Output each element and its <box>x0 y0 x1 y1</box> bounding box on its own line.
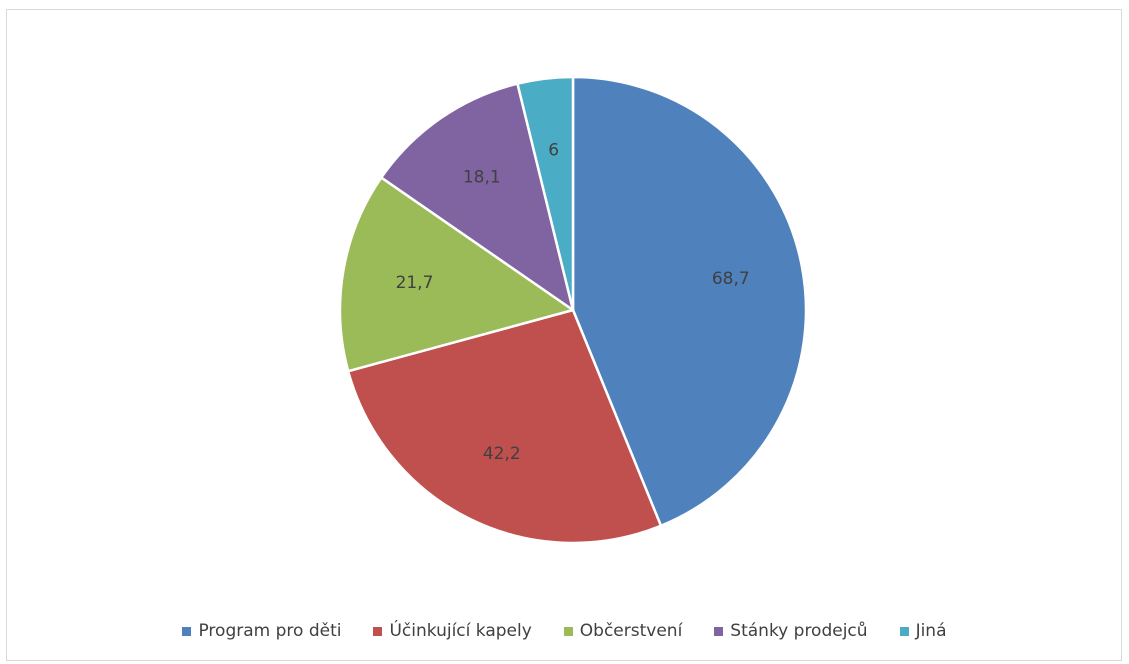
legend-label: Účinkující kapely <box>389 621 532 641</box>
legend-label: Jiná <box>915 621 947 641</box>
legend-item-program-pro-deti: Program pro děti <box>182 621 341 641</box>
legend-swatch <box>373 626 383 636</box>
data-label-stanky-prodejcu: 18,1 <box>463 168 501 188</box>
legend-item-jina: Jiná <box>899 621 947 641</box>
data-label-jina: 6 <box>548 140 559 160</box>
legend-label: Program pro děti <box>198 621 342 641</box>
legend-swatch <box>563 626 573 636</box>
legend-item-ucinkujici-kapely: Účinkující kapely <box>373 621 532 641</box>
pie-slice-obcerstveni <box>338 176 575 373</box>
data-label-program-pro-deti: 68,7 <box>712 269 750 289</box>
legend-item-obcerstveni: Občerstvení <box>563 621 683 641</box>
legend-item-stanky-prodejcu: Stánky prodejců <box>714 621 868 641</box>
pie-slice-program-pro-deti <box>571 75 808 528</box>
pie-slice-jina <box>516 75 575 312</box>
pie-slices <box>338 75 808 545</box>
legend-label: Občerstvení <box>579 621 683 641</box>
legend-swatch <box>714 626 724 636</box>
pie-slice-stanky-prodejcu <box>380 82 575 312</box>
data-label-ucinkujici-kapely: 42,2 <box>483 444 521 464</box>
legend-swatch <box>182 626 192 636</box>
pie-data-labels: 68,7 42,2 21,7 18,1 6 <box>396 140 750 464</box>
chart-legend: Program pro děti Účinkující kapely Občerst… <box>0 621 1129 641</box>
pie-slice-ucinkujici-kapely <box>346 308 663 545</box>
legend-label: Stánky prodejců <box>730 621 868 641</box>
data-label-obcerstveni: 21,7 <box>396 273 434 293</box>
legend-swatch <box>899 626 909 636</box>
